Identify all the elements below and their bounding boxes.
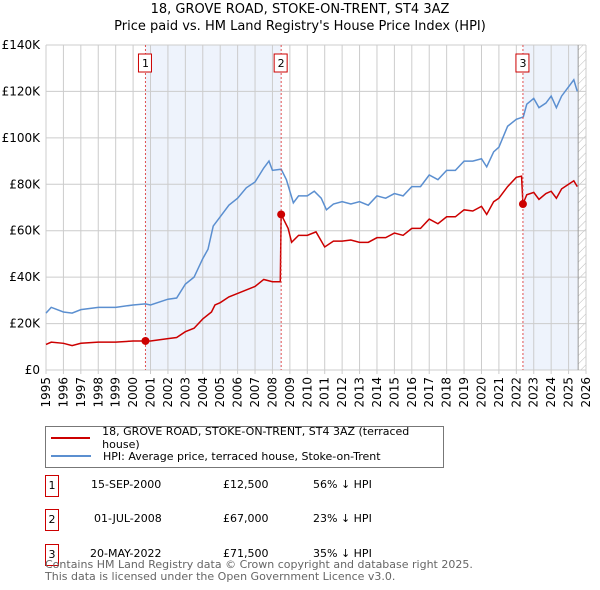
price-chart: 1995 1996 1997 1998 1999 2000 2001 2002 2003 2004… [2,38,593,408]
x-tick-label: 1999 [109,377,123,408]
x-tick-label: 1998 [91,377,105,408]
x-tick-label: 2022 [509,377,523,408]
legend-property-label: 18, GROVE ROAD, STOKE-ON-TRENT, ST4 3AZ … [102,425,410,451]
legend-hpi-label: HPI: Average price, terraced house, Stok… [103,449,381,463]
sale-label-box [273,53,288,73]
sale-point [141,336,150,345]
x-tick-label: 2008 [265,377,279,408]
x-tick-label: 2017 [422,377,436,408]
x-tick-label: 2019 [457,377,471,408]
sale-hpi-diff: 23% ↓ HPI [313,512,372,525]
x-tick-label: 2009 [283,377,297,408]
y-tick-label: £20K [9,317,41,331]
sale-label-box [515,53,530,73]
sale-marker-badge: 2 [45,509,59,531]
x-tick-label: 1996 [56,377,70,408]
shaded-period [522,45,579,370]
sale-date: 15-SEP-2000 [91,478,162,491]
sale-row: 3 20-MAY-2022 £71,500 35% ↓ HPI [45,544,445,566]
footer-line-2: This data is licensed under the Open Gov… [45,570,396,583]
sale-label-number: 1 [142,57,149,70]
sale-date: 01-JUL-2008 [94,512,162,525]
sale-label-number: 2 [278,57,285,70]
y-tick-label: £0 [25,363,40,377]
shaded-period [145,45,282,370]
future-hatch [578,45,586,370]
sale-date: 20-MAY-2022 [90,547,162,560]
sale-row: 2 01-JUL-2008 £67,000 23% ↓ HPI [45,509,445,531]
sale-point [277,210,286,219]
y-tick-label: £120K [2,84,42,98]
x-tick-label: 2001 [144,377,158,408]
x-tick-label: 2005 [213,377,227,408]
hpi-line [45,78,579,314]
x-tick-label: 2025 [562,377,576,408]
sale-hpi-diff: 56% ↓ HPI [313,478,372,491]
chart-subtitle: Price paid vs. HM Land Registry's House … [114,19,486,34]
x-tick-label: 2021 [492,377,506,408]
x-tick-label: 1997 [74,377,88,408]
x-tick-label: 2015 [387,377,401,408]
sale-label-number: 3 [519,57,526,70]
x-tick-label: 2007 [248,377,262,408]
x-tick-label: 2011 [318,377,332,408]
legend-swatch-hpi [51,455,91,457]
x-tick-label: 2010 [300,377,314,408]
x-tick-label: 2002 [161,377,175,408]
sale-price: £67,000 [223,512,269,525]
x-tick-label: 2013 [353,377,367,408]
x-tick-label: 2000 [126,377,140,408]
legend-swatch-property [51,437,91,439]
x-tick-label: 2004 [196,377,210,408]
y-tick-label: £40K [9,270,41,284]
sale-label-box [137,53,152,73]
footer-attribution: Contains HM Land Registry data © Crown c… [45,559,473,583]
sale-marker-badge: 3 [45,544,59,566]
sale-row: 1 15-SEP-2000 £12,500 56% ↓ HPI [45,475,445,497]
y-tick-label: £80K [9,177,41,191]
y-tick-label: £60K [9,224,41,238]
chart-title: 18, GROVE ROAD, STOKE-ON-TRENT, ST4 3AZ [150,2,450,17]
x-tick-label: 2003 [178,377,192,408]
x-tick-label: 2016 [405,377,419,408]
x-tick-label: 2014 [370,377,384,408]
legend: 18, GROVE ROAD, STOKE-ON-TRENT, ST4 3AZ … [45,425,444,468]
y-tick-label: £100K [2,131,42,145]
x-tick-label: 1995 [39,377,53,408]
x-tick-label: 2023 [527,377,541,408]
x-tick-label: 2012 [335,377,349,408]
x-tick-label: 2026 [579,377,593,408]
sale-hpi-diff: 35% ↓ HPI [313,547,372,560]
x-tick-label: 2020 [474,377,488,408]
sale-price: £12,500 [223,478,269,491]
sale-marker-badge: 1 [45,475,59,497]
x-tick-label: 2018 [440,377,454,408]
property-price-line [45,175,578,347]
sale-point [518,200,527,209]
footer-line-1: Contains HM Land Registry data © Crown c… [45,558,473,571]
y-tick-label: £140K [2,38,42,52]
x-tick-label: 2024 [544,377,558,408]
sale-price: £71,500 [223,547,269,560]
x-tick-label: 2006 [231,377,245,408]
